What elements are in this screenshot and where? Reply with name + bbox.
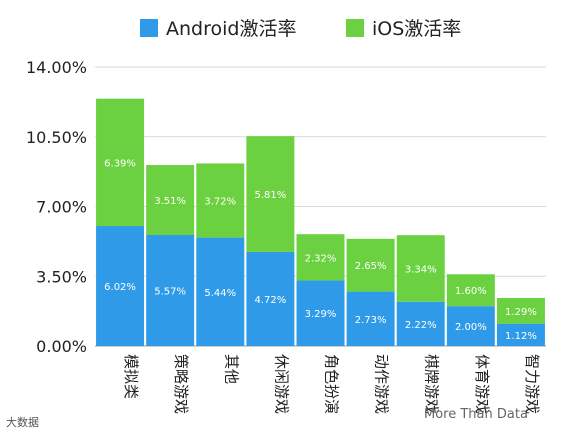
data-label-ios: 1.60% [455,286,487,297]
bar-ios [496,297,545,324]
bar-ios [296,234,345,281]
y-tick-label: 3.50% [36,267,87,286]
x-tick-label: 策略游戏 [172,354,190,414]
data-label-android: 5.57% [154,286,186,297]
data-label-ios: 1.29% [505,307,537,318]
bar-android [396,301,445,346]
bar-ios [346,238,395,292]
data-label-ios: 3.51% [154,196,186,207]
data-label-android: 4.72% [254,295,286,306]
x-tick-label: 棋牌游戏 [423,354,441,414]
bar-android [96,226,145,346]
bar-ios [196,163,245,238]
data-label-android: 2.22% [405,320,437,331]
data-label-android: 3.29% [305,309,337,320]
data-label-android: 2.00% [455,322,487,333]
data-label-android: 2.73% [355,315,387,326]
data-label-android: 6.02% [104,282,136,293]
bar-android [346,291,395,346]
data-label-ios: 2.65% [355,261,387,272]
x-tick-label: 模拟类 [122,354,140,399]
x-tick-label: 智力游戏 [523,354,541,414]
legend-label-ios: iOS激活率 [372,18,462,40]
footer-source-text: 大数据 [6,416,39,429]
x-tick-label: 其他 [222,354,240,384]
bar-android [146,234,195,346]
bar-android [246,251,295,346]
legend-label-android: Android激活率 [166,18,297,40]
bar-ios [96,98,145,227]
chart-legend: Android激活率 iOS激活率 [0,14,566,44]
legend-swatch-ios [346,18,364,37]
data-label-ios: 3.72% [204,197,236,208]
x-tick-label: 角色扮演 [323,354,341,414]
bar-ios [396,235,445,302]
x-tick-label: 动作游戏 [373,354,391,414]
legend-item-android: Android激活率 [140,14,296,41]
bar-ios [146,165,195,235]
footer-watermark-text: More Than Data [424,407,528,422]
data-label-ios: 3.34% [405,264,437,275]
bar-android [496,323,545,346]
data-label-ios: 5.81% [254,190,286,201]
data-label-android: 1.12% [505,331,537,342]
y-tick-label: 0.00% [36,337,87,356]
y-tick-label: 7.00% [36,198,87,217]
y-tick-label: 10.50% [26,128,87,147]
bar-android [296,280,345,346]
data-label-android: 5.44% [204,288,236,299]
data-label-ios: 6.39% [104,158,136,169]
y-tick-label: 14.00% [26,58,87,77]
data-label-ios: 2.32% [305,253,337,264]
legend-swatch-android [140,18,158,37]
bar-ios [246,136,295,252]
x-tick-label: 体育游戏 [473,354,491,414]
x-tick-label: 休闲游戏 [272,354,290,414]
bar-ios [446,274,495,307]
bar-android [196,237,245,346]
bar-android [446,306,495,346]
legend-item-ios: iOS激活率 [346,14,461,41]
